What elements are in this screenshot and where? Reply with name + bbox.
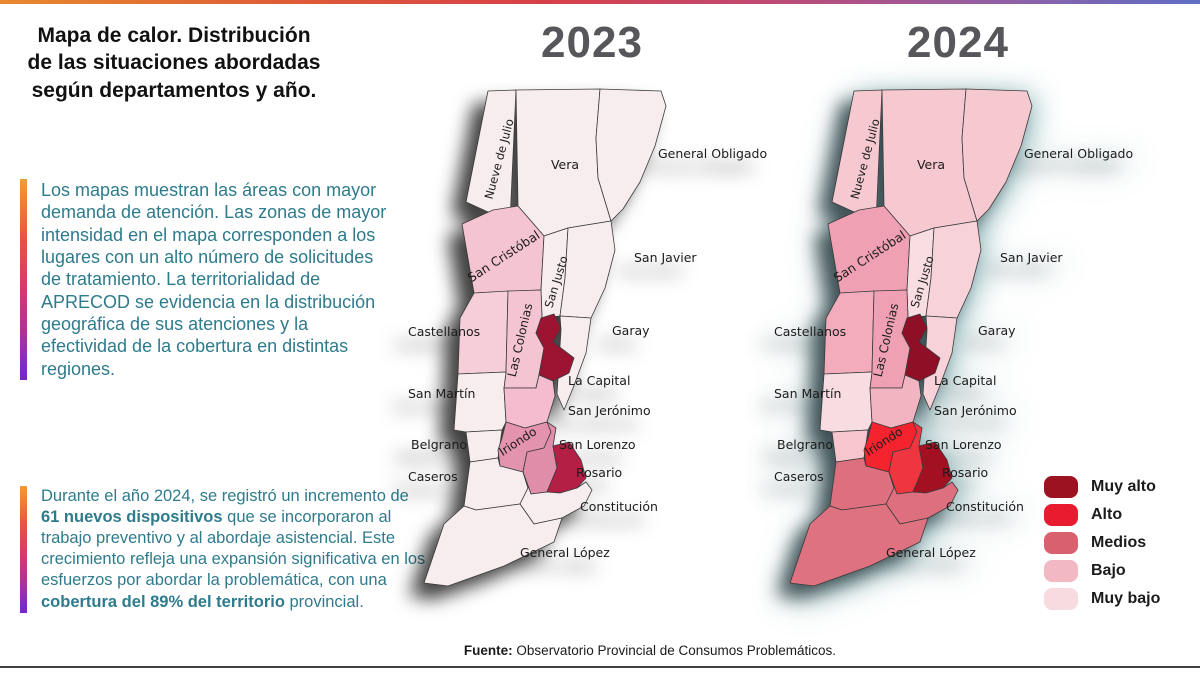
callout-growth-segment: que se incorporaron al trabajo preventiv… xyxy=(41,508,426,590)
legend-label: Bajo xyxy=(1091,562,1126,579)
callout-coverage: Los mapas muestran las áreas con mayor d… xyxy=(20,179,392,380)
map-label-castellanos-2023: Castellanos xyxy=(408,324,480,339)
map-label-general-lopez-2023: General López xyxy=(520,545,610,560)
legend-swatch xyxy=(1044,532,1078,554)
callout-coverage-text: Los mapas muestran las áreas con mayor d… xyxy=(41,180,387,379)
callout-growth-highlight: cobertura del 89% del territorio xyxy=(41,592,285,611)
map-region-san-javier-2024 xyxy=(925,220,982,319)
map-label-general-obligado-2024: General Obligado xyxy=(1024,146,1133,161)
map-label-san-martin-2024: San Martín xyxy=(774,386,841,401)
callout-growth: Durante el año 2024, se registró un incr… xyxy=(20,486,430,613)
map-label-belgrano-2024: Belgrano xyxy=(777,437,833,452)
map-label-san-martin-2023: San Martín xyxy=(408,386,475,401)
page-title-line: de las situaciones abordadas xyxy=(27,51,321,75)
map-label-la-capital-2024: La Capital xyxy=(934,373,996,388)
legend-item: Muy bajo xyxy=(1044,588,1160,610)
legend-item: Bajo xyxy=(1044,560,1160,582)
map-region-general-lopez-2023 xyxy=(423,503,563,587)
source-label: Fuente: xyxy=(463,643,513,658)
legend-item: Muy alto xyxy=(1044,476,1160,498)
map-label-san-javier-2024: San Javier xyxy=(1000,250,1063,265)
legend-item: Medios xyxy=(1044,532,1160,554)
map-region-general-obligado-2023 xyxy=(595,88,667,222)
gradient-accent-bar xyxy=(20,486,27,613)
map-label-belgrano-2023: Belgrano xyxy=(411,437,467,452)
map-label-san-lorenzo-2023: San Lorenzo xyxy=(559,437,636,452)
map-label-rosario-2024: Rosario xyxy=(942,465,988,480)
map-label-la-capital-2023: La Capital xyxy=(568,373,630,388)
page-title: Mapa de calor. Distribución de las situa… xyxy=(4,22,344,104)
legend-label: Alto xyxy=(1091,506,1123,523)
gradient-accent-bar xyxy=(20,179,27,380)
legend-swatch xyxy=(1044,504,1078,526)
map-region-general-lopez-2024 xyxy=(789,503,929,587)
map-label-san-jeronimo-2023: San Jerónimo xyxy=(568,403,651,418)
map-label-garay-2024: Garay xyxy=(978,323,1016,338)
map-year-label-2023: 2023 xyxy=(541,18,643,67)
map-label-general-lopez-2024: General López xyxy=(886,545,976,560)
legend: Muy alto Alto Medios Bajo Muy bajo xyxy=(1044,476,1160,616)
legend-label: Medios xyxy=(1091,534,1147,551)
map-label-garay-2023: Garay xyxy=(612,323,650,338)
map-region-general-obligado-2024 xyxy=(961,88,1033,222)
page-title-line: según departamentos y año. xyxy=(31,78,317,102)
map-region-san-martin-2023 xyxy=(453,371,507,433)
map-region-garay-2023 xyxy=(556,315,592,411)
map-region-san-martin-2024 xyxy=(819,371,873,433)
legend-label: Muy alto xyxy=(1091,478,1156,495)
page-title-line: Mapa de calor. Distribución xyxy=(37,24,311,47)
legend-swatch xyxy=(1044,588,1078,610)
map-label-caseros-2024: Caseros xyxy=(774,469,824,484)
callout-growth-highlight: 61 nuevos dispositivos xyxy=(41,508,223,527)
map-label-castellanos-2024: Castellanos xyxy=(774,324,846,339)
callout-growth-segment: Durante el año 2024, se registró un incr… xyxy=(41,487,409,505)
callout-growth-text: Durante el año 2024, se registró un incr… xyxy=(41,486,430,613)
legend-label: Muy bajo xyxy=(1091,590,1161,607)
map-label-san-jeronimo-2024: San Jerónimo xyxy=(934,403,1017,418)
top-gradient-bar xyxy=(0,0,1200,4)
map-label-vera-2023: Vera xyxy=(551,157,579,172)
map-label-san-lorenzo-2024: San Lorenzo xyxy=(925,437,1002,452)
map-label-caseros-2023: Caseros xyxy=(408,469,458,484)
map-label-general-obligado-2023: General Obligado xyxy=(658,146,767,161)
map-region-nueve-de-julio-2023 xyxy=(465,89,517,223)
map-label-constitucion-2024: Constitución xyxy=(946,499,1024,514)
map-region-la-capital-2024 xyxy=(901,313,941,382)
source-text: Observatorio Provincial de Consumos Prob… xyxy=(512,643,837,658)
map-label-vera-2024: Vera xyxy=(917,157,945,172)
map-label-san-javier-2023: San Javier xyxy=(634,250,697,265)
map-label-constitucion-2023: Constitución xyxy=(580,499,658,514)
map-region-san-javier-2023 xyxy=(559,220,616,319)
bottom-divider-line xyxy=(0,666,1200,668)
callout-growth-segment: provincial. xyxy=(284,592,364,611)
legend-item: Alto xyxy=(1044,504,1160,526)
legend-swatch xyxy=(1044,476,1078,498)
legend-swatch xyxy=(1044,560,1078,582)
source-note: Fuente: Observatorio Provincial de Consu… xyxy=(330,643,970,658)
map-region-la-capital-2023 xyxy=(535,313,575,382)
map-region-nueve-de-julio-2024 xyxy=(831,89,883,223)
map-region-garay-2024 xyxy=(922,315,958,411)
map-year-label-2024: 2024 xyxy=(907,18,1009,67)
map-label-rosario-2023: Rosario xyxy=(576,465,622,480)
